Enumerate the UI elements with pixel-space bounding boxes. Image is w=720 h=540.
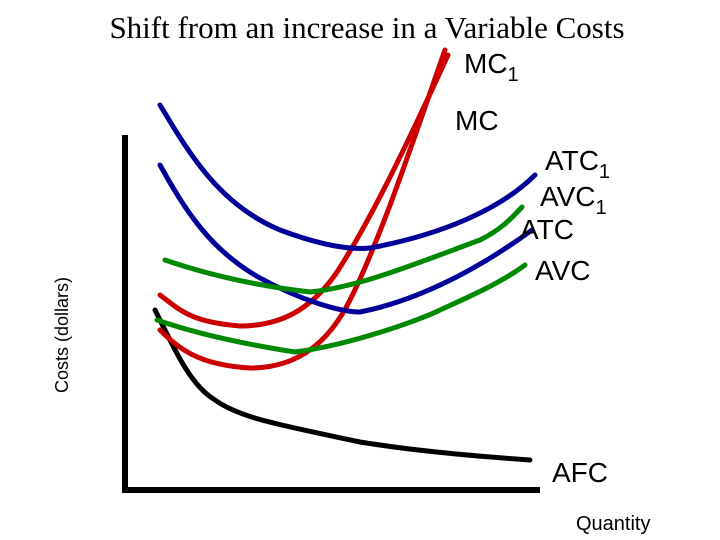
atc-curve (157, 162, 535, 315)
atc1-label: ATC1 (545, 145, 610, 183)
avc-curve (154, 262, 528, 355)
mc1-sub: 1 (508, 64, 519, 86)
avc1-sub: 1 (596, 197, 607, 219)
mc1-text: MC (464, 48, 508, 79)
afc-label: AFC (552, 457, 608, 488)
avc1-label: AVC1 (540, 181, 607, 219)
mc-curve (157, 52, 451, 329)
atc1-sub: 1 (599, 161, 610, 183)
atc1-text: ATC (545, 145, 599, 176)
afc-curve (152, 307, 533, 463)
avc1-curve (162, 204, 525, 295)
avc1-text: AVC (540, 181, 596, 212)
mc1-curve (157, 47, 448, 371)
x-axis-label: Quantity (576, 513, 650, 535)
y-axis-label: Costs (dollars) (52, 277, 72, 393)
avc-label: AVC (535, 255, 591, 286)
mc-label: MC (455, 105, 499, 136)
atc-label: ATC (520, 214, 574, 245)
mc1-label: MC1 (464, 48, 519, 86)
atc1-curve (157, 102, 538, 251)
axes (122, 135, 540, 493)
title: Shift from an increase in a Variable Cos… (109, 10, 624, 45)
